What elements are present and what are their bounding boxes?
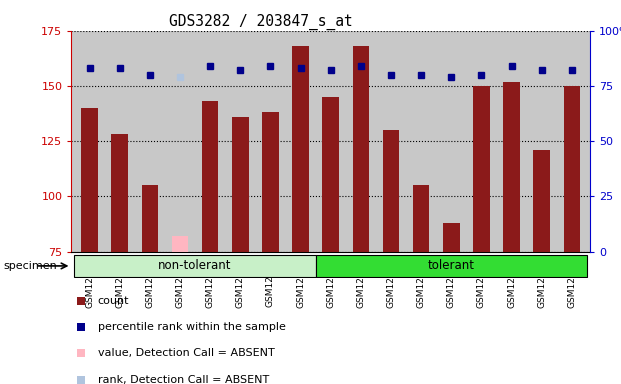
Bar bbox=[473, 86, 490, 252]
Bar bbox=[322, 97, 339, 252]
Bar bbox=[232, 117, 248, 252]
Bar bbox=[503, 81, 520, 252]
Bar bbox=[533, 150, 550, 252]
Bar bbox=[75, 255, 315, 277]
Text: rank, Detection Call = ABSENT: rank, Detection Call = ABSENT bbox=[97, 375, 269, 384]
Bar bbox=[171, 236, 188, 252]
Bar bbox=[262, 113, 279, 252]
Bar bbox=[111, 134, 128, 252]
Bar bbox=[81, 108, 97, 252]
Bar bbox=[202, 101, 219, 252]
Bar bbox=[315, 255, 587, 277]
Text: specimen: specimen bbox=[3, 261, 57, 271]
Bar bbox=[564, 86, 580, 252]
Bar bbox=[353, 46, 369, 252]
Text: value, Detection Call = ABSENT: value, Detection Call = ABSENT bbox=[97, 348, 274, 359]
Text: GDS3282 / 203847_s_at: GDS3282 / 203847_s_at bbox=[169, 13, 353, 30]
Bar bbox=[383, 130, 399, 252]
Bar bbox=[142, 185, 158, 252]
Bar bbox=[413, 185, 429, 252]
Text: count: count bbox=[97, 296, 129, 306]
Bar bbox=[292, 46, 309, 252]
Bar bbox=[443, 223, 460, 252]
Text: non-tolerant: non-tolerant bbox=[158, 259, 232, 272]
Text: percentile rank within the sample: percentile rank within the sample bbox=[97, 322, 286, 332]
Text: tolerant: tolerant bbox=[428, 259, 475, 272]
